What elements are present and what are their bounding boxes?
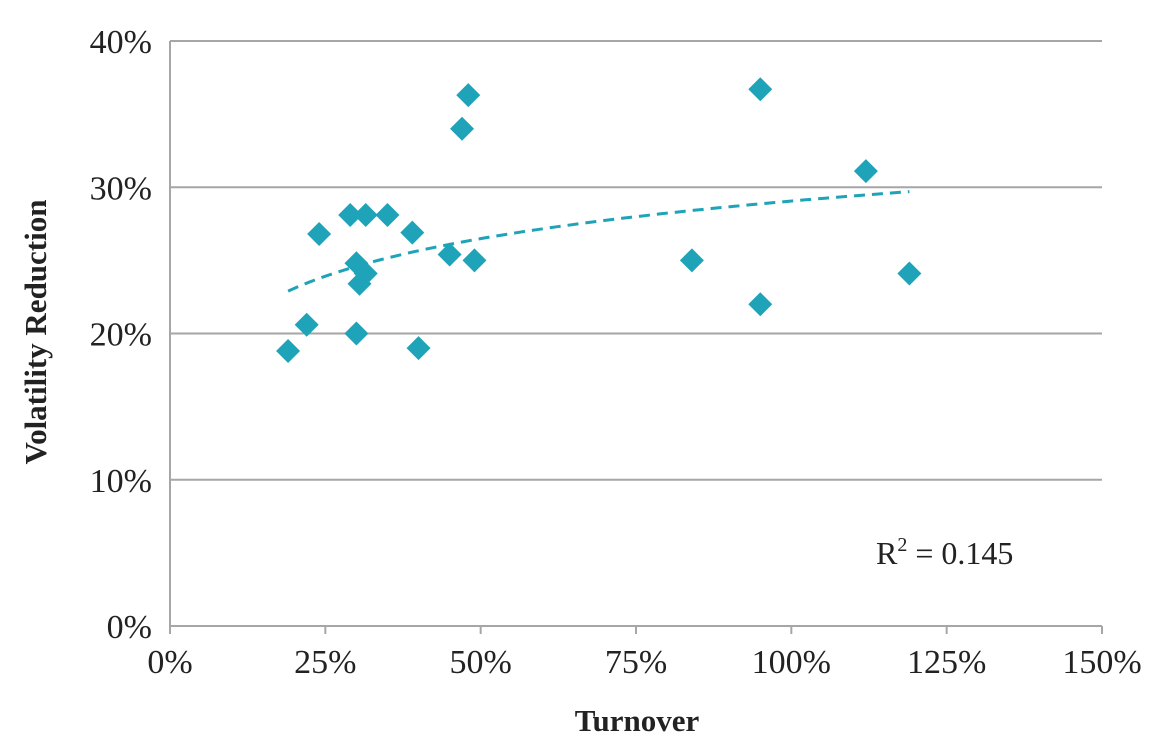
axes — [169, 41, 1103, 634]
data-point — [679, 248, 704, 273]
x-tick-label: 75% — [605, 644, 667, 681]
data-point — [897, 261, 922, 286]
x-tick-label: 0% — [147, 644, 192, 681]
r-squared-superscript: 2 — [897, 534, 907, 556]
r-squared-value: = 0.145 — [907, 535, 1013, 571]
data-point — [462, 248, 487, 273]
data-point — [375, 203, 400, 228]
data-point — [406, 336, 431, 361]
gridlines — [170, 40, 1102, 481]
trendline — [287, 190, 910, 293]
data-point — [353, 261, 378, 286]
data-point — [748, 77, 773, 102]
y-tick-label: 30% — [90, 170, 152, 207]
x-tick-labels: 0% 25% 50% 75% 100% 125% 150% — [147, 644, 1141, 681]
data-point — [456, 83, 481, 108]
data-point — [853, 159, 878, 184]
x-axis-title: Turnover — [575, 703, 700, 738]
data-point — [294, 312, 319, 337]
x-tick-label: 150% — [1062, 644, 1141, 681]
x-tick-label: 100% — [752, 644, 831, 681]
data-point — [338, 203, 363, 228]
y-tick-label: 0% — [107, 609, 152, 646]
data-point — [307, 222, 332, 247]
x-tick-label: 25% — [294, 644, 356, 681]
y-tick-labels: 0% 10% 20% 30% 40% — [90, 24, 152, 646]
data-point — [437, 242, 462, 267]
data-point — [353, 203, 378, 228]
data-point — [400, 220, 425, 245]
x-tick-label: 125% — [907, 644, 986, 681]
r-squared-base: R — [876, 535, 898, 571]
y-tick-label: 10% — [90, 463, 152, 500]
r-squared-annotation: R2 = 0.145 — [876, 534, 1013, 571]
data-point — [344, 321, 369, 346]
data-point — [748, 292, 773, 317]
trendline-group — [287, 190, 910, 293]
y-axis-title: Volatility Reduction — [18, 200, 53, 465]
y-tick-label: 40% — [90, 24, 152, 61]
data-points — [276, 77, 922, 364]
data-point — [450, 116, 475, 141]
x-tick-label: 50% — [450, 644, 512, 681]
y-tick-label: 20% — [90, 317, 152, 354]
data-point — [276, 339, 301, 364]
